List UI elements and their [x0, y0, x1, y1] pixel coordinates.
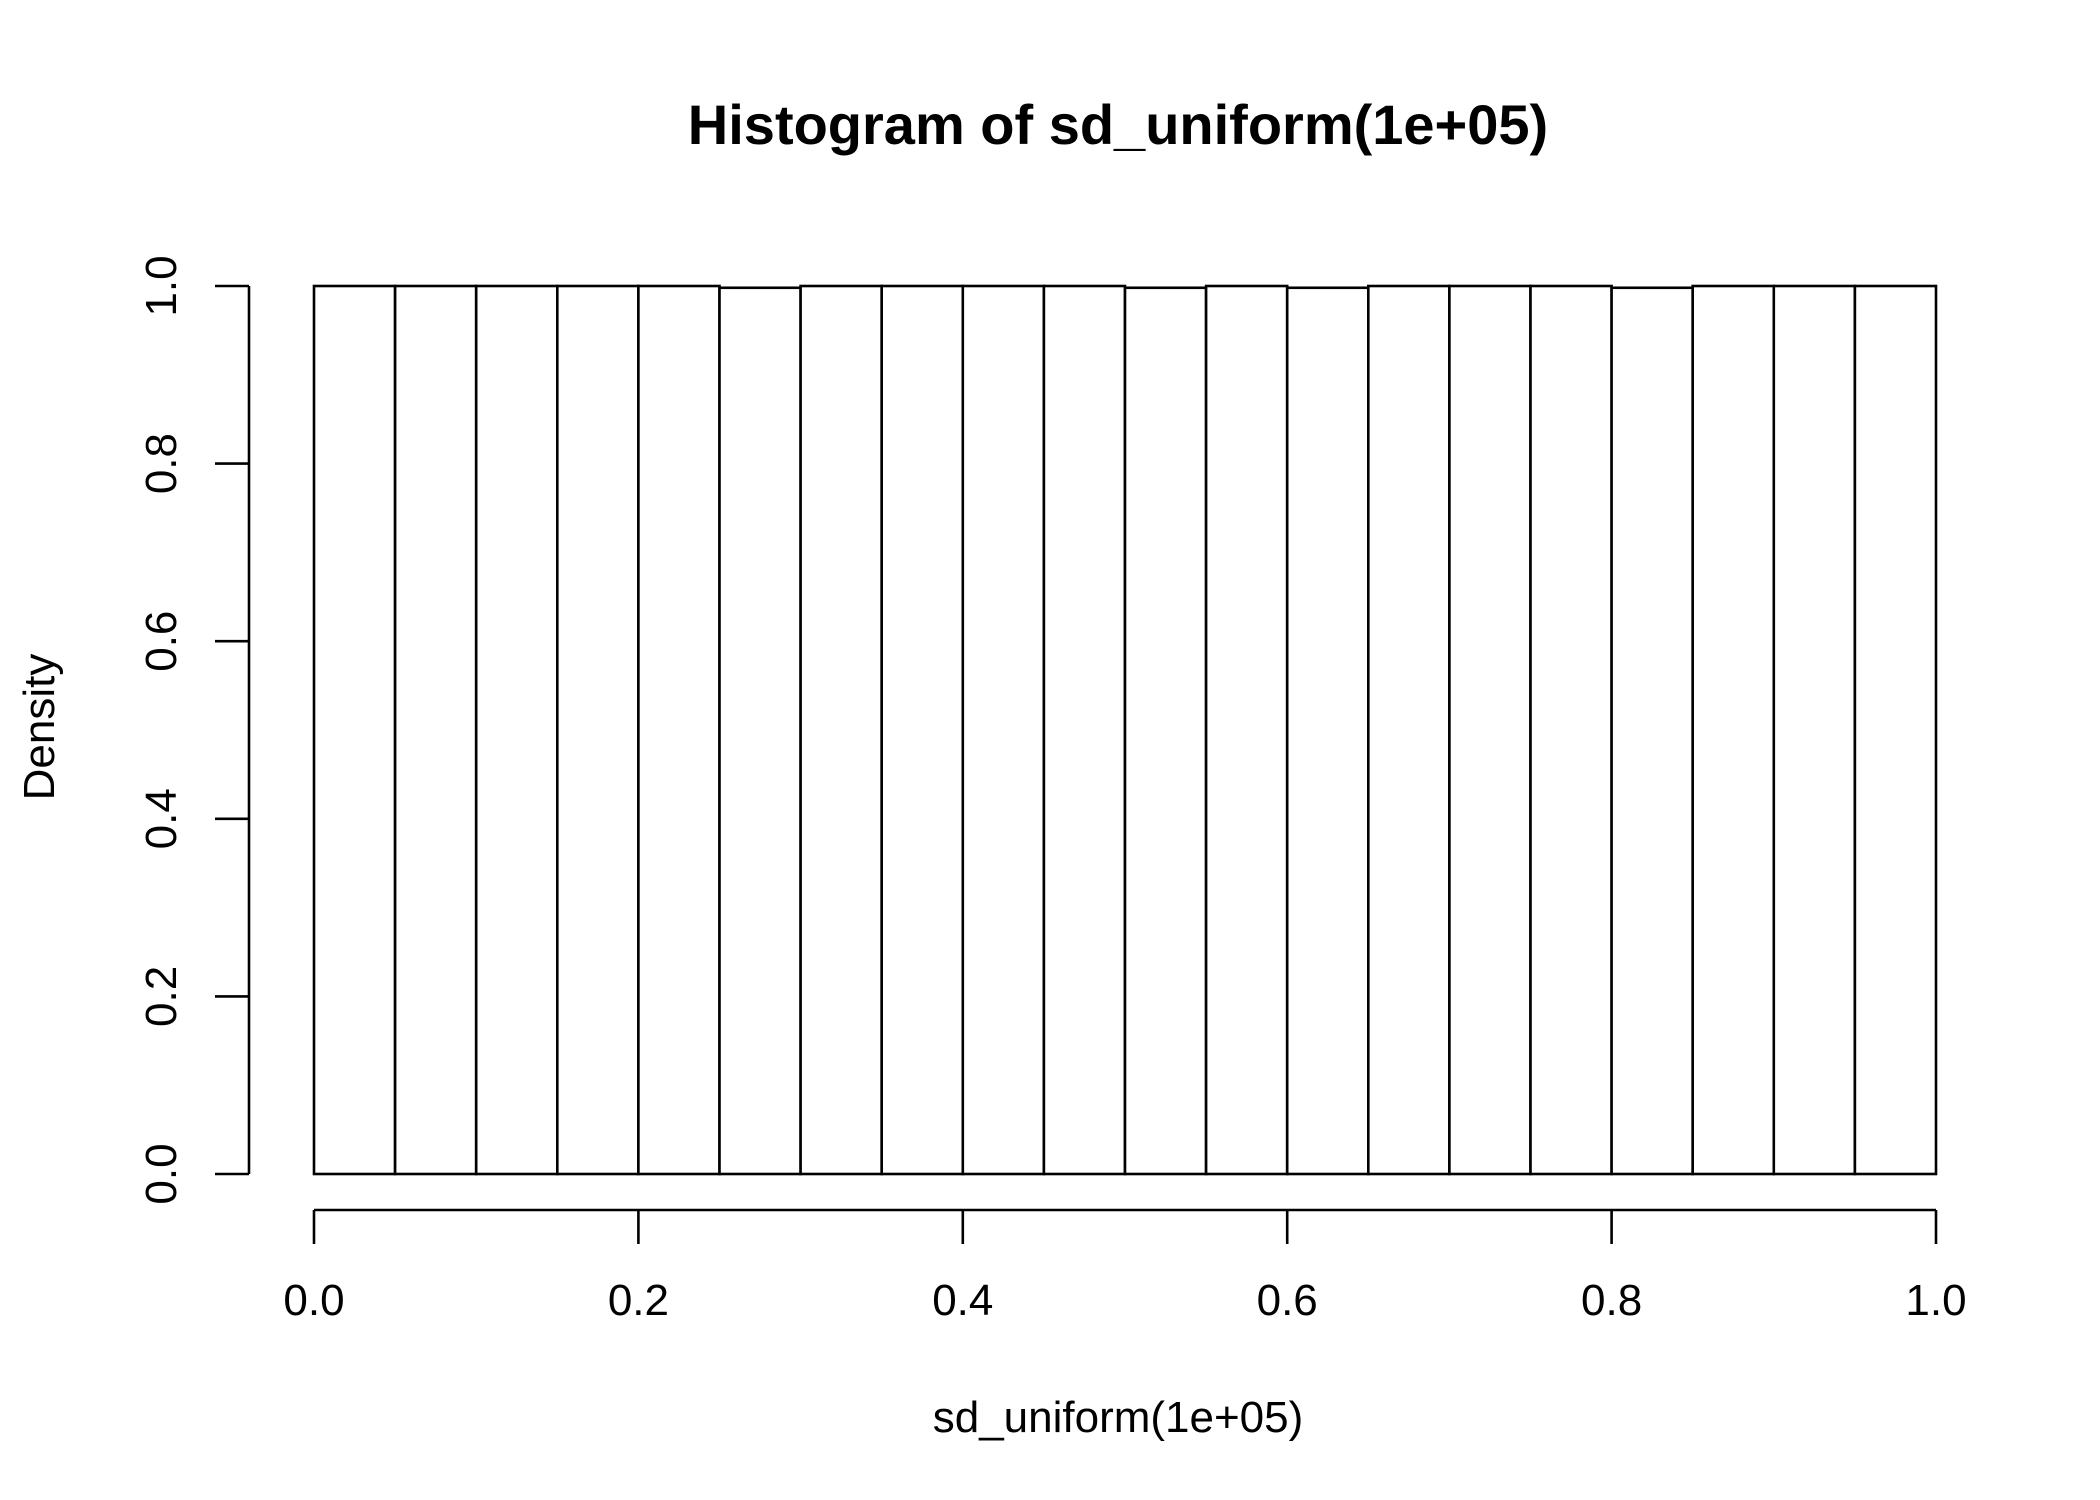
chart-title: Histogram of sd_uniform(1e+05)	[688, 93, 1548, 156]
x-axis: 0.0 0.2 0.4 0.6 0.8 1.0	[283, 1208, 1967, 1325]
histogram-bar	[312, 284, 397, 1176]
histogram-bar	[1204, 284, 1289, 1176]
x-tick-label: 0.6	[1257, 1276, 1318, 1325]
histogram-bar	[1448, 284, 1532, 1176]
x-tick-label: 0.4	[932, 1276, 993, 1325]
histogram-bar	[1610, 286, 1694, 1176]
y-axis: 0.0 0.2 0.4 0.6 0.8 1.0	[137, 255, 251, 1205]
y-axis-label: Density	[15, 654, 64, 801]
x-tick-label: 0.8	[1581, 1276, 1642, 1325]
histogram-bar	[1529, 284, 1613, 1176]
x-tick-label: 0.2	[608, 1276, 669, 1325]
y-tick-label: 0.0	[137, 1143, 186, 1204]
histogram-bars	[312, 284, 1938, 1176]
histogram-bar	[1123, 286, 1208, 1176]
y-tick-label: 0.6	[137, 611, 186, 672]
histogram-bar	[880, 284, 965, 1176]
y-tick-label: 0.2	[137, 966, 186, 1027]
x-tick-label: 1.0	[1905, 1276, 1966, 1325]
histogram-bar	[637, 284, 721, 1176]
x-tick-label: 0.0	[283, 1276, 344, 1325]
y-tick-label: 0.4	[137, 788, 186, 849]
y-tick-label: 0.8	[137, 433, 186, 494]
histogram-bar	[474, 284, 559, 1176]
histogram-bar	[1691, 284, 1776, 1176]
histogram-bar	[555, 284, 640, 1176]
histogram-bar	[1853, 284, 1938, 1176]
histogram-bar	[1285, 286, 1370, 1176]
histogram-bar	[393, 284, 478, 1176]
x-axis-label: sd_uniform(1e+05)	[933, 1393, 1304, 1442]
histogram-bar	[1042, 284, 1127, 1176]
y-tick-label: 1.0	[137, 255, 186, 316]
histogram-bar	[1772, 284, 1857, 1176]
histogram-bar	[799, 284, 883, 1176]
histogram-bar	[961, 284, 1046, 1176]
histogram-bar	[718, 286, 802, 1176]
histogram-bar	[1367, 284, 1451, 1176]
